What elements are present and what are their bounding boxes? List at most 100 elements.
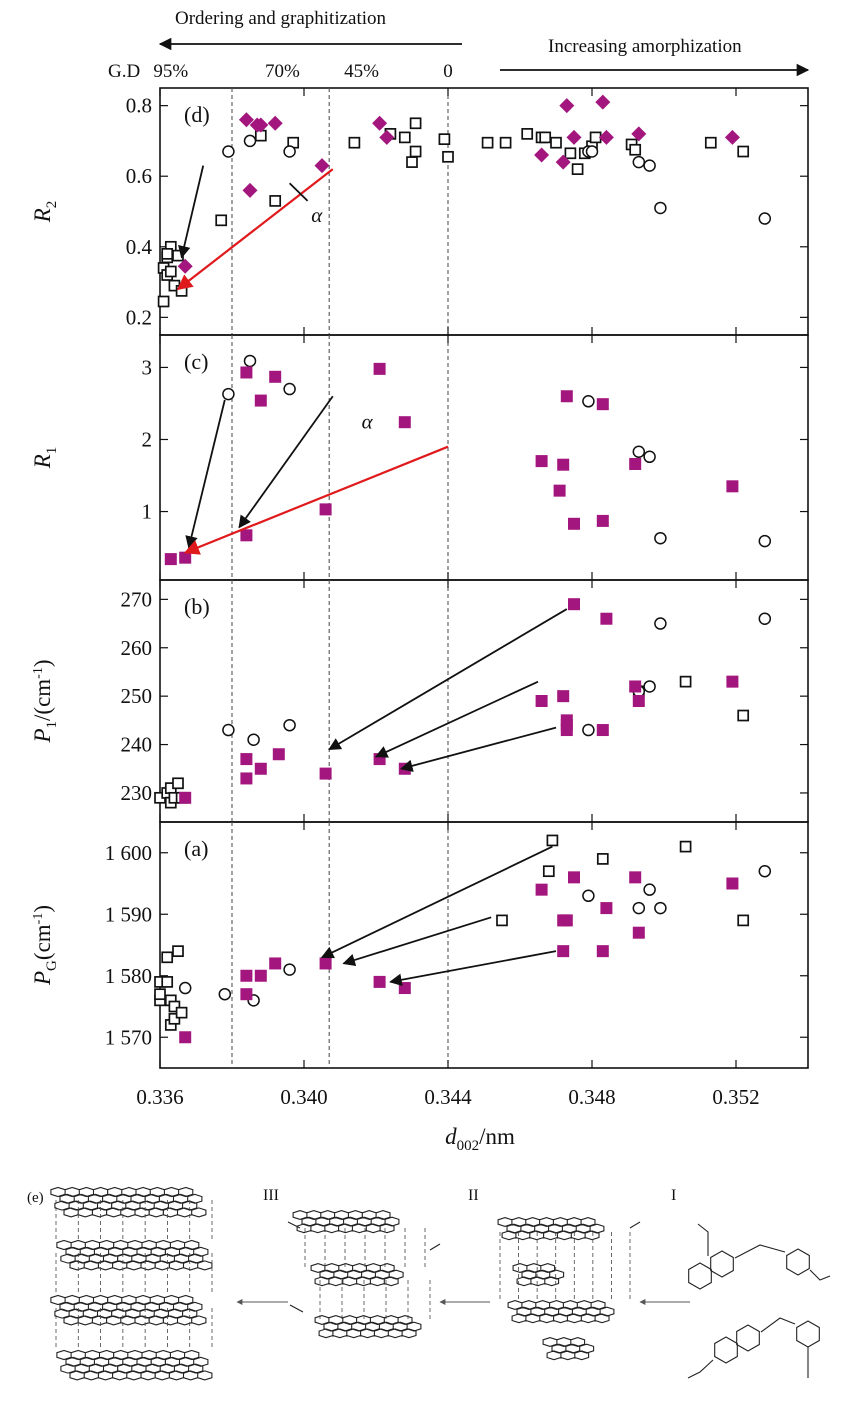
xtick-label-0: 0.336: [136, 1085, 183, 1109]
panel-d-point-2-0: [177, 258, 193, 274]
xtick-label-4: 0.352: [712, 1085, 759, 1109]
panel-d-point-2-12: [595, 94, 611, 110]
stage-II-sheet-low-rings: [542, 1337, 595, 1361]
panel-b-point-1-2: [283, 718, 296, 732]
panel-b-point-2-17: [632, 695, 645, 707]
panel-a-point-2-5: [319, 957, 332, 970]
panel-c: 1 2 3 (c) R1 α: [30, 334, 809, 581]
ordering-label: Ordering and graphitization: [175, 8, 387, 29]
panel-a-point-2-3: [254, 969, 267, 982]
panel-d-point-1-8: [758, 212, 772, 225]
graphite-sheet-3-rings: [56, 1349, 213, 1381]
panel-b-ytick-label-1: 240: [121, 733, 153, 757]
panel-c-point-1-4: [269, 370, 282, 383]
x-axis: 0.336 0.340 0.344 0.348 0.352: [136, 1085, 759, 1109]
stage-III-structure: [287, 1210, 441, 1339]
gd-mark-0: 95%: [153, 61, 188, 82]
panel-c-letter: (c): [184, 349, 208, 374]
panel-c-point-0-5: [643, 450, 656, 464]
gd-mark-3: 0: [443, 61, 453, 82]
panel-b-point-1-7: [758, 612, 772, 625]
panel-d-alpha: α: [311, 203, 323, 227]
panel-a-point-2-11: [557, 945, 570, 958]
panel-b-point-2-3: [254, 762, 267, 775]
panel-d-letter: (d): [184, 102, 210, 127]
panel-a-ytick-label-2: 1 590: [105, 902, 152, 926]
panel-a: 1 570 1 580 1 590 1 600 (a) PG(cm-1): [30, 821, 809, 1069]
panel-c-point-1-7: [373, 362, 386, 375]
panel-d-point-0-27: [550, 136, 562, 149]
panel-c-arrow-black-1: [185, 399, 226, 549]
panel-d-point-2-9: [534, 147, 550, 163]
stage-I-ring-2: [710, 1250, 734, 1278]
panel-b-arrow-1: [328, 608, 568, 751]
panel-c-point-0-7: [758, 534, 772, 548]
panel-c-arrow-black-2: [238, 395, 334, 529]
panel-b-point-1-0: [222, 723, 235, 737]
stage-II-sheet-bottom-rings: [507, 1300, 615, 1324]
panel-d-point-1-7: [654, 201, 667, 215]
graphite-sheet-1: [56, 1239, 213, 1271]
panel-c-point-1-15: [596, 514, 609, 527]
panel-e-structures: (e) III II I: [27, 1186, 831, 1381]
panel-d: 0.2 0.4 0.6 0.8 (d) R2 α: [30, 87, 809, 336]
panel-d-point-0-16: [398, 131, 411, 144]
panel-a-point-2-17: [726, 877, 739, 890]
graphite-links-1: [55, 1253, 213, 1295]
panel-a-point-0-16: [737, 914, 750, 927]
panel-d-point-2-8: [379, 129, 395, 145]
stage-II-sheet-mid-rings: [512, 1263, 565, 1287]
panel-a-point-0-10: [175, 1006, 188, 1019]
panel-d-point-0-34: [629, 143, 642, 156]
panel-a-ytick-label-3: 1 600: [105, 841, 152, 865]
panel-a-point-1-3: [283, 963, 296, 976]
stage-III-sidechain-3: [429, 1243, 441, 1251]
panel-b-point-0-8: [679, 675, 692, 688]
panel-d-point-0-0: [157, 295, 170, 308]
stage-I-ring-3: [786, 1248, 810, 1276]
gd-mark-1: 70%: [265, 61, 300, 82]
panel-d-point-2-1: [238, 112, 254, 128]
panel-d-point-2-7: [372, 115, 388, 131]
panel-b-point-2-2: [240, 772, 253, 785]
panel-d-point-0-24: [521, 128, 534, 140]
panel-c-point-1-9: [535, 455, 548, 468]
amorphization-label: Increasing amorphization: [548, 36, 742, 57]
gd-mark-2: 45%: [344, 61, 379, 82]
panel-c-point-0-3: [582, 395, 595, 408]
panel-a-point-0-1: [154, 988, 166, 1001]
graphite-sheet-0-rings: [50, 1186, 207, 1218]
panel-a-point-0-8: [168, 1000, 181, 1013]
panel-b-point-2-4: [272, 748, 285, 761]
panel-a-arrow-1: [320, 845, 553, 959]
panel-b-point-1-6: [654, 617, 667, 630]
panel-b-arrow-3: [399, 726, 557, 772]
panel-a-point-2-1: [240, 969, 253, 982]
panel-c-point-1-11: [557, 458, 570, 471]
panel-d-point-0-36: [737, 145, 750, 158]
panel-d-point-2-6: [314, 158, 330, 174]
graphite-sheet-0: [50, 1186, 207, 1218]
panel-a-point-0-15: [679, 840, 692, 853]
stage-II-sidechain: [629, 1221, 641, 1229]
x-axis-title: d002/nm: [445, 1124, 515, 1154]
panel-d-point-0-12: [269, 195, 282, 207]
stage-II-sheet-top-rings: [497, 1217, 605, 1241]
panel-c-point-1-8: [398, 416, 411, 429]
panel-b-point-2-18: [726, 675, 739, 688]
stage-I-chain-5: [687, 1359, 714, 1379]
stage-I-ring-1: [688, 1262, 712, 1290]
panel-a-point-2-4: [269, 957, 282, 970]
panel-a-point-2-16: [632, 926, 645, 939]
panel-d-point-0-18: [409, 117, 422, 130]
panel-c-point-1-14: [596, 398, 609, 411]
panel-d-ytick-label-3: 0.8: [126, 94, 152, 118]
panel-a-ytick-label-0: 1 570: [105, 1025, 152, 1049]
panel-d-point-0-21: [442, 150, 454, 163]
panel-b-letter: (b): [184, 594, 210, 619]
gd-label: G.D: [108, 61, 140, 82]
panel-b-point-2-12: [560, 719, 573, 732]
panel-a-point-0-9: [172, 945, 184, 958]
stage-I-chain-3: [809, 1269, 831, 1281]
stage-III-sheet-bottom: [314, 1315, 422, 1339]
